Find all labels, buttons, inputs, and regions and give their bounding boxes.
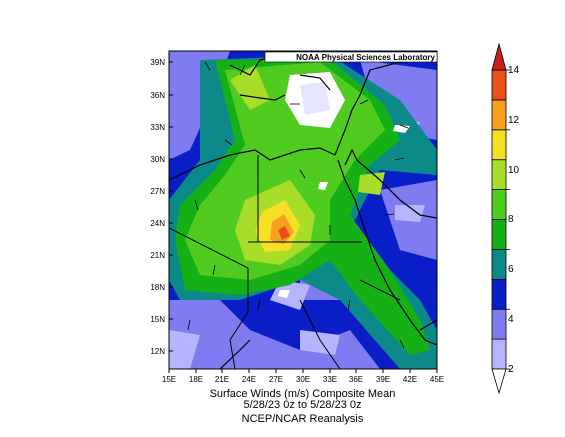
lon-label: 24E: [242, 375, 256, 384]
lat-labels: 39N 36N 33N 30N 27N 24N 21N 18N 15N 12N: [150, 58, 165, 356]
colorbar-label: 12: [508, 115, 520, 126]
lon-labels: 15E 18E 21E 24E 27E 30E 33E 36E 39E 42E …: [162, 375, 444, 384]
colorbar-band: [491, 278, 507, 310]
colorbar: [491, 42, 510, 395]
lat-label: 30N: [150, 155, 165, 164]
colorbar-band: [491, 219, 507, 250]
wind-vectors: [187, 61, 409, 349]
lon-label: 36E: [349, 375, 363, 384]
colorbar-label: 4: [508, 314, 514, 325]
lat-label: 27N: [150, 187, 165, 196]
lat-label: 33N: [150, 123, 165, 132]
colorbar-label: 6: [508, 264, 514, 275]
colorbar-band: [491, 189, 507, 220]
credit-text: NOAA Physical Sciences Laboratory: [296, 53, 435, 62]
lon-label: 33E: [323, 375, 337, 384]
contour-red-orange: [278, 226, 290, 240]
colorbar-band: [491, 248, 507, 280]
borders: [169, 155, 401, 369]
wind-contours: [169, 51, 437, 369]
lon-label: 18E: [189, 375, 203, 384]
credit-box: [264, 51, 438, 63]
colorbar-band: [491, 69, 507, 101]
caption-dates: 5/28/23 0z to 5/28/23 0z: [243, 399, 362, 411]
colorbar-band: [491, 129, 507, 161]
lat-label: 21N: [150, 251, 165, 260]
colorbar-label: 14: [508, 65, 520, 76]
caption-title: Surface Winds (m/s) Composite Mean: [209, 388, 396, 400]
colorbar-label: 2: [508, 364, 514, 375]
colorbar-label: 8: [508, 214, 514, 225]
colorbar-band: [491, 159, 507, 190]
libya-chad-border: [169, 227, 249, 312]
colorbar-top-arrow: [491, 42, 507, 71]
lon-label: 27E: [269, 375, 283, 384]
contour-yellow-green: [230, 65, 270, 110]
lat-axis: [169, 61, 173, 352]
lat-label: 15N: [150, 315, 165, 324]
chad-sudan-border: [229, 311, 249, 369]
lat-label: 18N: [150, 283, 165, 292]
lat-label: 36N: [150, 91, 165, 100]
lon-label: 42E: [403, 375, 417, 384]
coastlines: [169, 54, 437, 369]
colorbar-labels: 14 12 10 8 6 4 2: [508, 65, 520, 375]
colorbar-label: 10: [508, 165, 520, 176]
lon-label: 39E: [376, 375, 390, 384]
lat-label: 12N: [150, 347, 165, 356]
lat-label: 39N: [150, 58, 165, 67]
contour-white: [285, 72, 345, 128]
lon-label: 30E: [296, 375, 310, 384]
lon-label: 21E: [215, 375, 229, 384]
colorbar-band: [491, 338, 507, 370]
lat-label: 24N: [150, 219, 165, 228]
lon-axis: [168, 369, 438, 373]
colorbar-band: [491, 308, 507, 340]
lon-label: 45E: [430, 375, 444, 384]
caption-source: NCEP/NCAR Reanalysis: [241, 413, 364, 425]
colorbar-bottom-arrow: [491, 368, 507, 395]
lon-label: 15E: [162, 375, 176, 384]
colorbar-band: [491, 99, 507, 131]
